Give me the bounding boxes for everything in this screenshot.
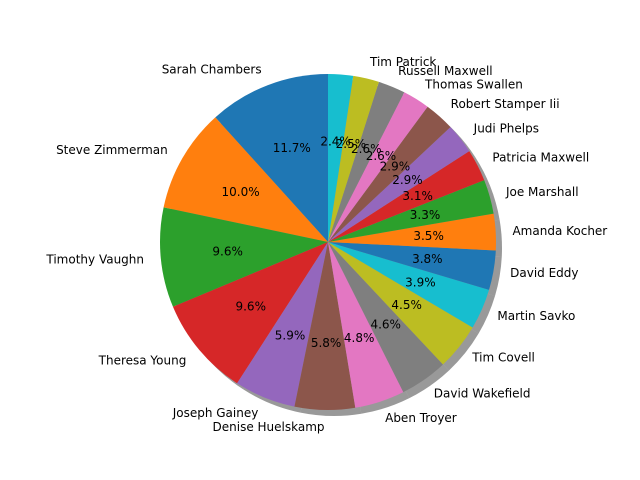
slice-percent-label: 3.8% [412,252,443,266]
pie-slice [237,242,328,407]
slice-name-label: Robert Stamper Iii [451,97,560,111]
slice-percent-label: 2.9% [380,160,411,174]
slice-name-label: Theresa Young [98,354,187,368]
slice-name-label: Patricia Maxwell [492,151,589,165]
pie-slice [172,242,328,384]
slice-name-label: Timothy Vaughn [45,252,144,266]
slice-percent-label: 9.6% [212,244,243,258]
slice-percent-label: 2.6% [351,142,382,156]
slice-name-label: Russell Maxwell [398,64,492,78]
pie-slice [328,242,496,290]
slice-percent-label: 10.0% [222,185,260,199]
slice-name-label: Joseph Gainey [172,406,259,420]
slice-name-label: Denise Huelskamp [213,420,325,434]
slice-percent-label: 3.1% [402,189,433,203]
slice-percent-label: 5.9% [275,328,306,342]
slice-percent-label: 11.7% [273,141,311,155]
pie-slice [163,117,328,242]
pie-name-labels: Sarah Chambers Steve Zimmerman Timothy Vau… [45,55,607,434]
slice-percent-label: 5.8% [311,336,342,350]
slice-name-label: Steve Zimmerman [56,143,168,157]
slice-percent-label: 3.3% [410,208,441,222]
pie-percent-labels: 11.7% 10.0% 9.6% 9.6% 5.9% 5.8% 4.8%4.6% 4.5% 3.… [212,134,443,349]
pie-slice [328,242,443,393]
slice-percent-label: 3.5% [413,229,444,243]
pie-slice [215,74,328,242]
slice-name-label: David Eddy [510,266,578,280]
slice-percent-label: 3.9% [405,275,436,289]
slice-name-label: Thomas Swallen [424,78,523,92]
slice-name-label: Judi Phelps [473,121,539,135]
slice-name-label: Tim Patrick [369,55,436,69]
slice-percent-label: 2.5% [336,137,367,151]
slice-percent-label: 2.4% [320,134,351,148]
slice-name-label: Aben Troyer [385,411,457,425]
pie-slice [328,180,494,242]
slice-percent-label: 2.6% [366,149,397,163]
slice-percent-label: 9.6% [235,300,266,314]
pie-slice [328,242,490,328]
slice-name-label: Martin Savko [497,309,575,323]
slice-percent-label: 4.6% [370,318,401,332]
slice-percent-label: 2.9% [392,173,423,187]
pie-slice [328,242,404,408]
pie-slice [328,151,485,242]
pie-slice [294,242,356,410]
pie-slice [328,213,497,251]
slice-percent-label: 4.8% [344,331,375,345]
pie-slice [328,81,405,243]
pie-slice [328,92,428,242]
pie-slice [328,75,379,242]
pie-slice [328,106,451,243]
slice-name-label: Amanda Kocher [512,224,607,238]
pie-slice [328,127,470,242]
slice-name-label: Tim Covell [471,351,535,365]
pie-slice [160,207,328,307]
pie-slice [328,74,354,242]
pie-slices [160,74,497,410]
slice-name-label: David Wakefield [434,387,531,401]
slice-name-label: Joe Marshall [505,185,579,199]
slice-percent-label: 4.5% [391,298,422,312]
pie-slice [328,242,473,365]
slice-name-label: Sarah Chambers [162,63,262,77]
